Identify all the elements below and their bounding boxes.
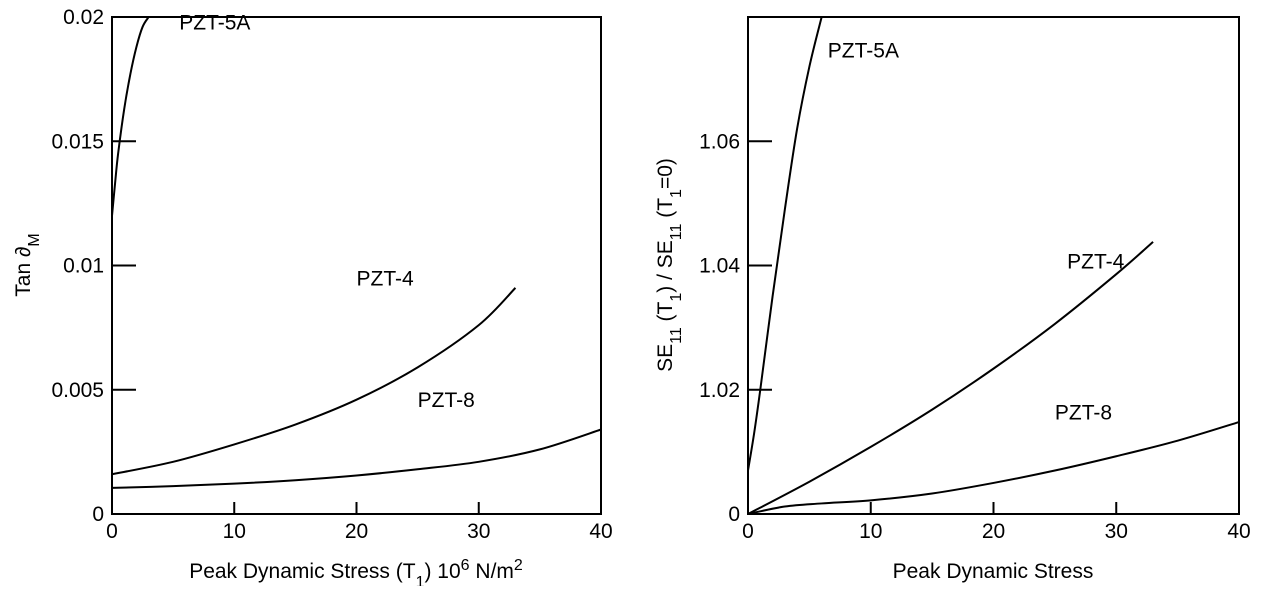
series-line-pzt-8 <box>747 421 1240 515</box>
series-label-pzt-5a: PZT-5A <box>179 11 250 34</box>
right-ticks: 0 10 20 30 40 0 1.02 1.04 1.06 <box>699 130 1251 543</box>
left-plot-frame <box>111 16 602 515</box>
y-tick-label: 0.02 <box>63 6 104 29</box>
series-label-pzt-4: PZT-4 <box>1067 251 1124 274</box>
series-label-pzt-8: PZT-8 <box>1055 402 1112 425</box>
series-label-pzt-4: PZT-4 <box>357 267 414 290</box>
series-line-pzt-4 <box>111 287 517 476</box>
y-tick-label: 1.06 <box>699 130 740 153</box>
left-x-axis-title: Peak Dynamic Stress (T1) 106 N/m2 <box>189 557 523 587</box>
series-line-pzt-4 <box>747 241 1154 515</box>
left-series: PZT-5A PZT-4 PZT-8 <box>111 11 602 489</box>
right-plot-frame <box>747 16 1240 515</box>
x-tick-label: 0 <box>742 520 754 543</box>
y-tick-label: 0 <box>92 503 104 526</box>
left-y-axis-title: Tan ∂M <box>12 233 43 296</box>
series-label-pzt-5a: PZT-5A <box>828 39 899 62</box>
left-chart: 0 10 20 30 40 0 0.005 0.01 0.015 0.02 PZT-5A PZT-4… <box>12 6 613 591</box>
x-tick-label: 0 <box>106 520 118 543</box>
x-tick-label: 30 <box>467 520 490 543</box>
x-tick-label: 40 <box>589 520 612 543</box>
series-line-pzt-8 <box>111 428 602 489</box>
x-tick-label: 30 <box>1105 520 1128 543</box>
right-x-axis-title: Peak Dynamic Stress <box>893 560 1094 583</box>
y-tick-label: 0.01 <box>63 255 104 278</box>
left-ticks: 0 10 20 30 40 0 0.005 0.01 0.015 0.02 <box>51 6 612 543</box>
x-tick-label: 10 <box>859 520 882 543</box>
x-tick-label: 40 <box>1227 520 1250 543</box>
right-series: PZT-5A PZT-4 PZT-8 <box>747 16 1240 515</box>
y-tick-label: 1.04 <box>699 255 740 278</box>
y-tick-label: 1.02 <box>699 379 740 402</box>
y-tick-label: 0.005 <box>51 379 104 402</box>
y-tick-label: 0.015 <box>51 130 104 153</box>
right-y-axis-title: SE11 (T1) / SE11 (T1=0) <box>654 158 685 372</box>
x-tick-label: 20 <box>345 520 368 543</box>
series-line-pzt-5a <box>111 16 150 216</box>
x-tick-label: 10 <box>223 520 246 543</box>
series-label-pzt-8: PZT-8 <box>418 389 475 412</box>
x-tick-label: 20 <box>982 520 1005 543</box>
y-tick-label: 0 <box>728 503 740 526</box>
series-line-pzt-5a <box>747 16 823 471</box>
